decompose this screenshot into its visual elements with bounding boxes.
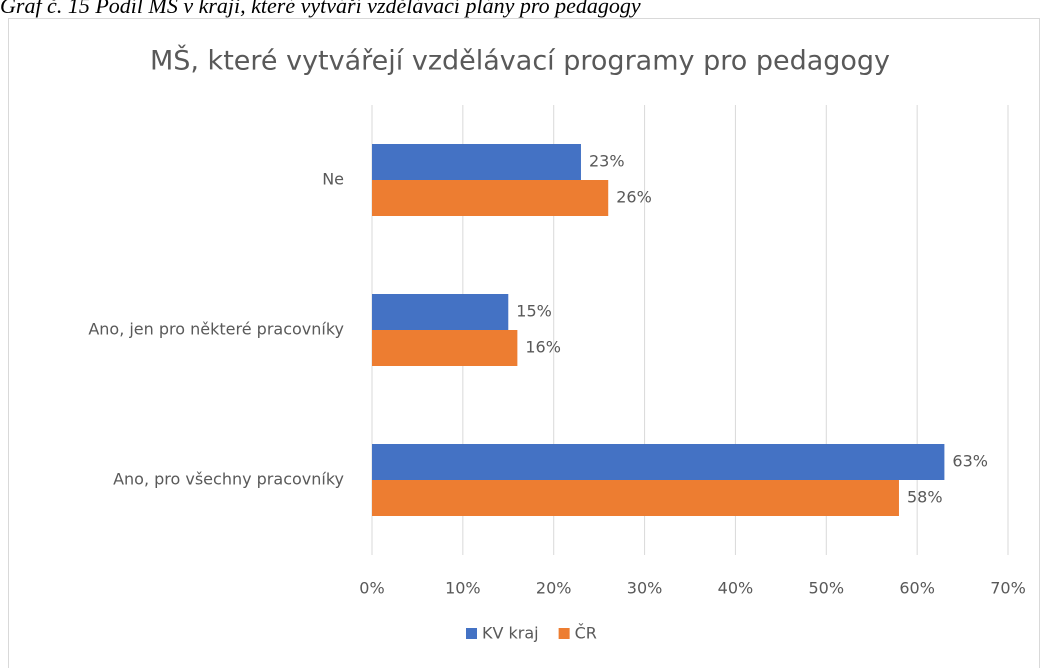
bar — [372, 294, 509, 330]
chart-title: MŠ, které vytvářejí vzdělávací programy … — [150, 45, 890, 77]
legend-swatch — [558, 628, 570, 639]
value-label: 16% — [525, 338, 561, 357]
bar — [372, 330, 518, 366]
value-label: 26% — [616, 188, 652, 207]
value-label: 63% — [952, 452, 988, 471]
x-tick-label: 20% — [536, 579, 572, 598]
bar — [372, 444, 945, 480]
x-tick-label: 70% — [990, 579, 1026, 598]
x-tick-label: 10% — [445, 579, 481, 598]
bar — [372, 180, 609, 216]
x-tick-label: 40% — [718, 579, 754, 598]
y-tick-label: Ano, jen pro některé pracovníky — [88, 320, 344, 339]
x-tick-label: 30% — [627, 579, 663, 598]
bar — [372, 480, 899, 516]
x-tick-label: 50% — [809, 579, 845, 598]
y-tick-label: Ne — [322, 170, 344, 189]
bar — [372, 144, 581, 180]
chart-border — [8, 18, 1040, 668]
legend-label: ČR — [575, 624, 597, 643]
caption: Graf č. 15 Podíl MŠ v kraji, které vytvá… — [0, 0, 641, 18]
value-label: 58% — [907, 488, 943, 507]
y-tick-label: Ano, pro všechny pracovníky — [113, 470, 344, 489]
legend-swatch — [466, 628, 477, 639]
value-label: 23% — [589, 152, 625, 171]
x-tick-label: 60% — [899, 579, 935, 598]
legend-label: KV kraj — [482, 624, 539, 643]
value-label: 15% — [516, 302, 552, 321]
x-tick-label: 0% — [359, 579, 384, 598]
